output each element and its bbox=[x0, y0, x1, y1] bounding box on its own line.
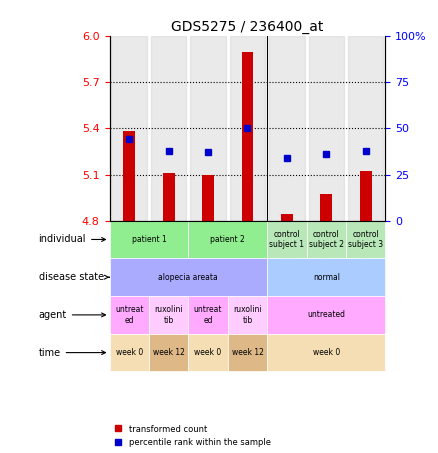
FancyBboxPatch shape bbox=[188, 334, 228, 371]
Bar bbox=[348, 36, 384, 221]
FancyBboxPatch shape bbox=[267, 258, 385, 296]
Text: disease state: disease state bbox=[39, 272, 109, 282]
Bar bbox=[269, 36, 304, 221]
Bar bbox=[281, 214, 293, 221]
Bar bbox=[124, 131, 135, 221]
Text: ruxolini
tib: ruxolini tib bbox=[154, 305, 183, 325]
FancyBboxPatch shape bbox=[267, 296, 385, 334]
Text: individual: individual bbox=[39, 235, 106, 245]
Text: control
subject 1: control subject 1 bbox=[269, 230, 304, 249]
Bar bbox=[151, 36, 187, 221]
Text: time: time bbox=[39, 347, 106, 357]
FancyBboxPatch shape bbox=[188, 296, 228, 334]
Bar bbox=[360, 171, 371, 221]
Bar bbox=[242, 52, 253, 221]
Text: week 0: week 0 bbox=[313, 348, 340, 357]
Text: ruxolini
tib: ruxolini tib bbox=[233, 305, 262, 325]
FancyBboxPatch shape bbox=[110, 334, 149, 371]
Bar bbox=[320, 194, 332, 221]
Text: control
subject 2: control subject 2 bbox=[309, 230, 344, 249]
Text: patient 2: patient 2 bbox=[210, 235, 245, 244]
FancyBboxPatch shape bbox=[267, 221, 307, 258]
FancyBboxPatch shape bbox=[149, 334, 188, 371]
Text: normal: normal bbox=[313, 273, 340, 282]
Bar bbox=[190, 36, 226, 221]
FancyBboxPatch shape bbox=[267, 334, 385, 371]
Bar bbox=[202, 175, 214, 221]
FancyBboxPatch shape bbox=[228, 334, 267, 371]
FancyBboxPatch shape bbox=[110, 221, 188, 258]
Text: untreat
ed: untreat ed bbox=[194, 305, 223, 325]
Text: control
subject 3: control subject 3 bbox=[348, 230, 383, 249]
Title: GDS5275 / 236400_at: GDS5275 / 236400_at bbox=[171, 20, 324, 34]
FancyBboxPatch shape bbox=[307, 221, 346, 258]
Bar bbox=[308, 36, 344, 221]
FancyBboxPatch shape bbox=[110, 258, 267, 296]
Text: untreat
ed: untreat ed bbox=[115, 305, 144, 325]
Bar bbox=[111, 36, 147, 221]
Bar bbox=[230, 36, 265, 221]
Text: patient 1: patient 1 bbox=[131, 235, 166, 244]
Text: untreated: untreated bbox=[307, 310, 345, 319]
Text: week 0: week 0 bbox=[116, 348, 143, 357]
Text: alopecia areata: alopecia areata bbox=[159, 273, 218, 282]
FancyBboxPatch shape bbox=[110, 296, 149, 334]
FancyBboxPatch shape bbox=[346, 221, 385, 258]
Text: week 12: week 12 bbox=[153, 348, 184, 357]
Bar bbox=[163, 173, 174, 221]
Text: week 0: week 0 bbox=[194, 348, 222, 357]
FancyBboxPatch shape bbox=[228, 296, 267, 334]
Legend: transformed count, percentile rank within the sample: transformed count, percentile rank withi… bbox=[111, 421, 275, 450]
Text: agent: agent bbox=[39, 310, 106, 320]
Text: week 12: week 12 bbox=[232, 348, 263, 357]
FancyBboxPatch shape bbox=[188, 221, 267, 258]
FancyBboxPatch shape bbox=[149, 296, 188, 334]
